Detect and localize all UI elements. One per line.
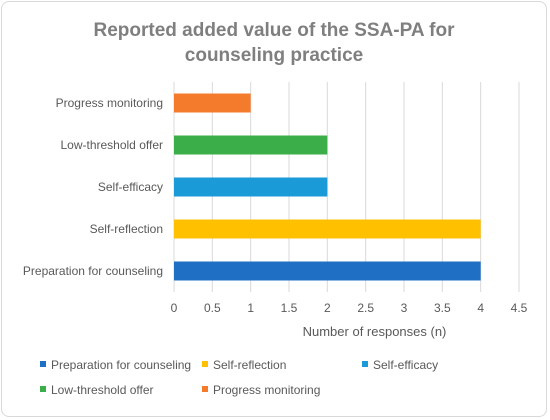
x-tick-label: 3.5 [434, 301, 451, 315]
category-label: Self-efficacy [98, 180, 163, 194]
legend-label: Self-efficacy [373, 358, 438, 372]
bars [174, 93, 481, 281]
chart-title-line-2: counseling practice [184, 45, 364, 66]
x-tick-label: 0 [171, 301, 178, 315]
legend: Preparation for counseling Self-reflectio… [40, 358, 438, 397]
category-label: Progress monitoring [56, 96, 163, 110]
x-tick-label: 0.5 [204, 301, 221, 315]
chart-title: Reported added value of the SSA-PA for c… [0, 18, 548, 68]
x-axis-label: Number of responses (n) [303, 324, 447, 339]
x-tick-label: 2.5 [357, 301, 374, 315]
legend-swatch [362, 361, 368, 367]
category-label: Low-threshold offer [60, 138, 163, 152]
bar [174, 219, 481, 239]
category-labels: Preparation for counseling Self-reflectio… [23, 96, 163, 278]
bar [174, 177, 328, 197]
x-tick-label: 2 [324, 301, 331, 315]
tick-labels: 0 0.5 1 1.5 2 2.5 3 3.5 4 4.5 [171, 301, 528, 315]
category-label: Self-reflection [90, 222, 163, 236]
bar [174, 93, 251, 113]
legend-label: Self-reflection [213, 358, 286, 372]
x-tick-label: 1 [247, 301, 254, 315]
x-tick-label: 1.5 [281, 301, 298, 315]
legend-swatch [202, 361, 208, 367]
category-label: Preparation for counseling [23, 264, 163, 278]
bar [174, 135, 328, 155]
legend-label: Low-threshold offer [51, 383, 154, 397]
legend-swatch [40, 361, 46, 367]
x-tick-label: 4.5 [511, 301, 528, 315]
legend-swatch [40, 386, 46, 392]
chart-title-line-1: Reported added value of the SSA-PA for [93, 20, 455, 41]
x-tick-label: 4 [477, 301, 484, 315]
bar [174, 261, 481, 281]
legend-label: Progress monitoring [213, 383, 320, 397]
legend-swatch [202, 386, 208, 392]
legend-label: Preparation for counseling [51, 358, 191, 372]
x-tick-label: 3 [401, 301, 408, 315]
